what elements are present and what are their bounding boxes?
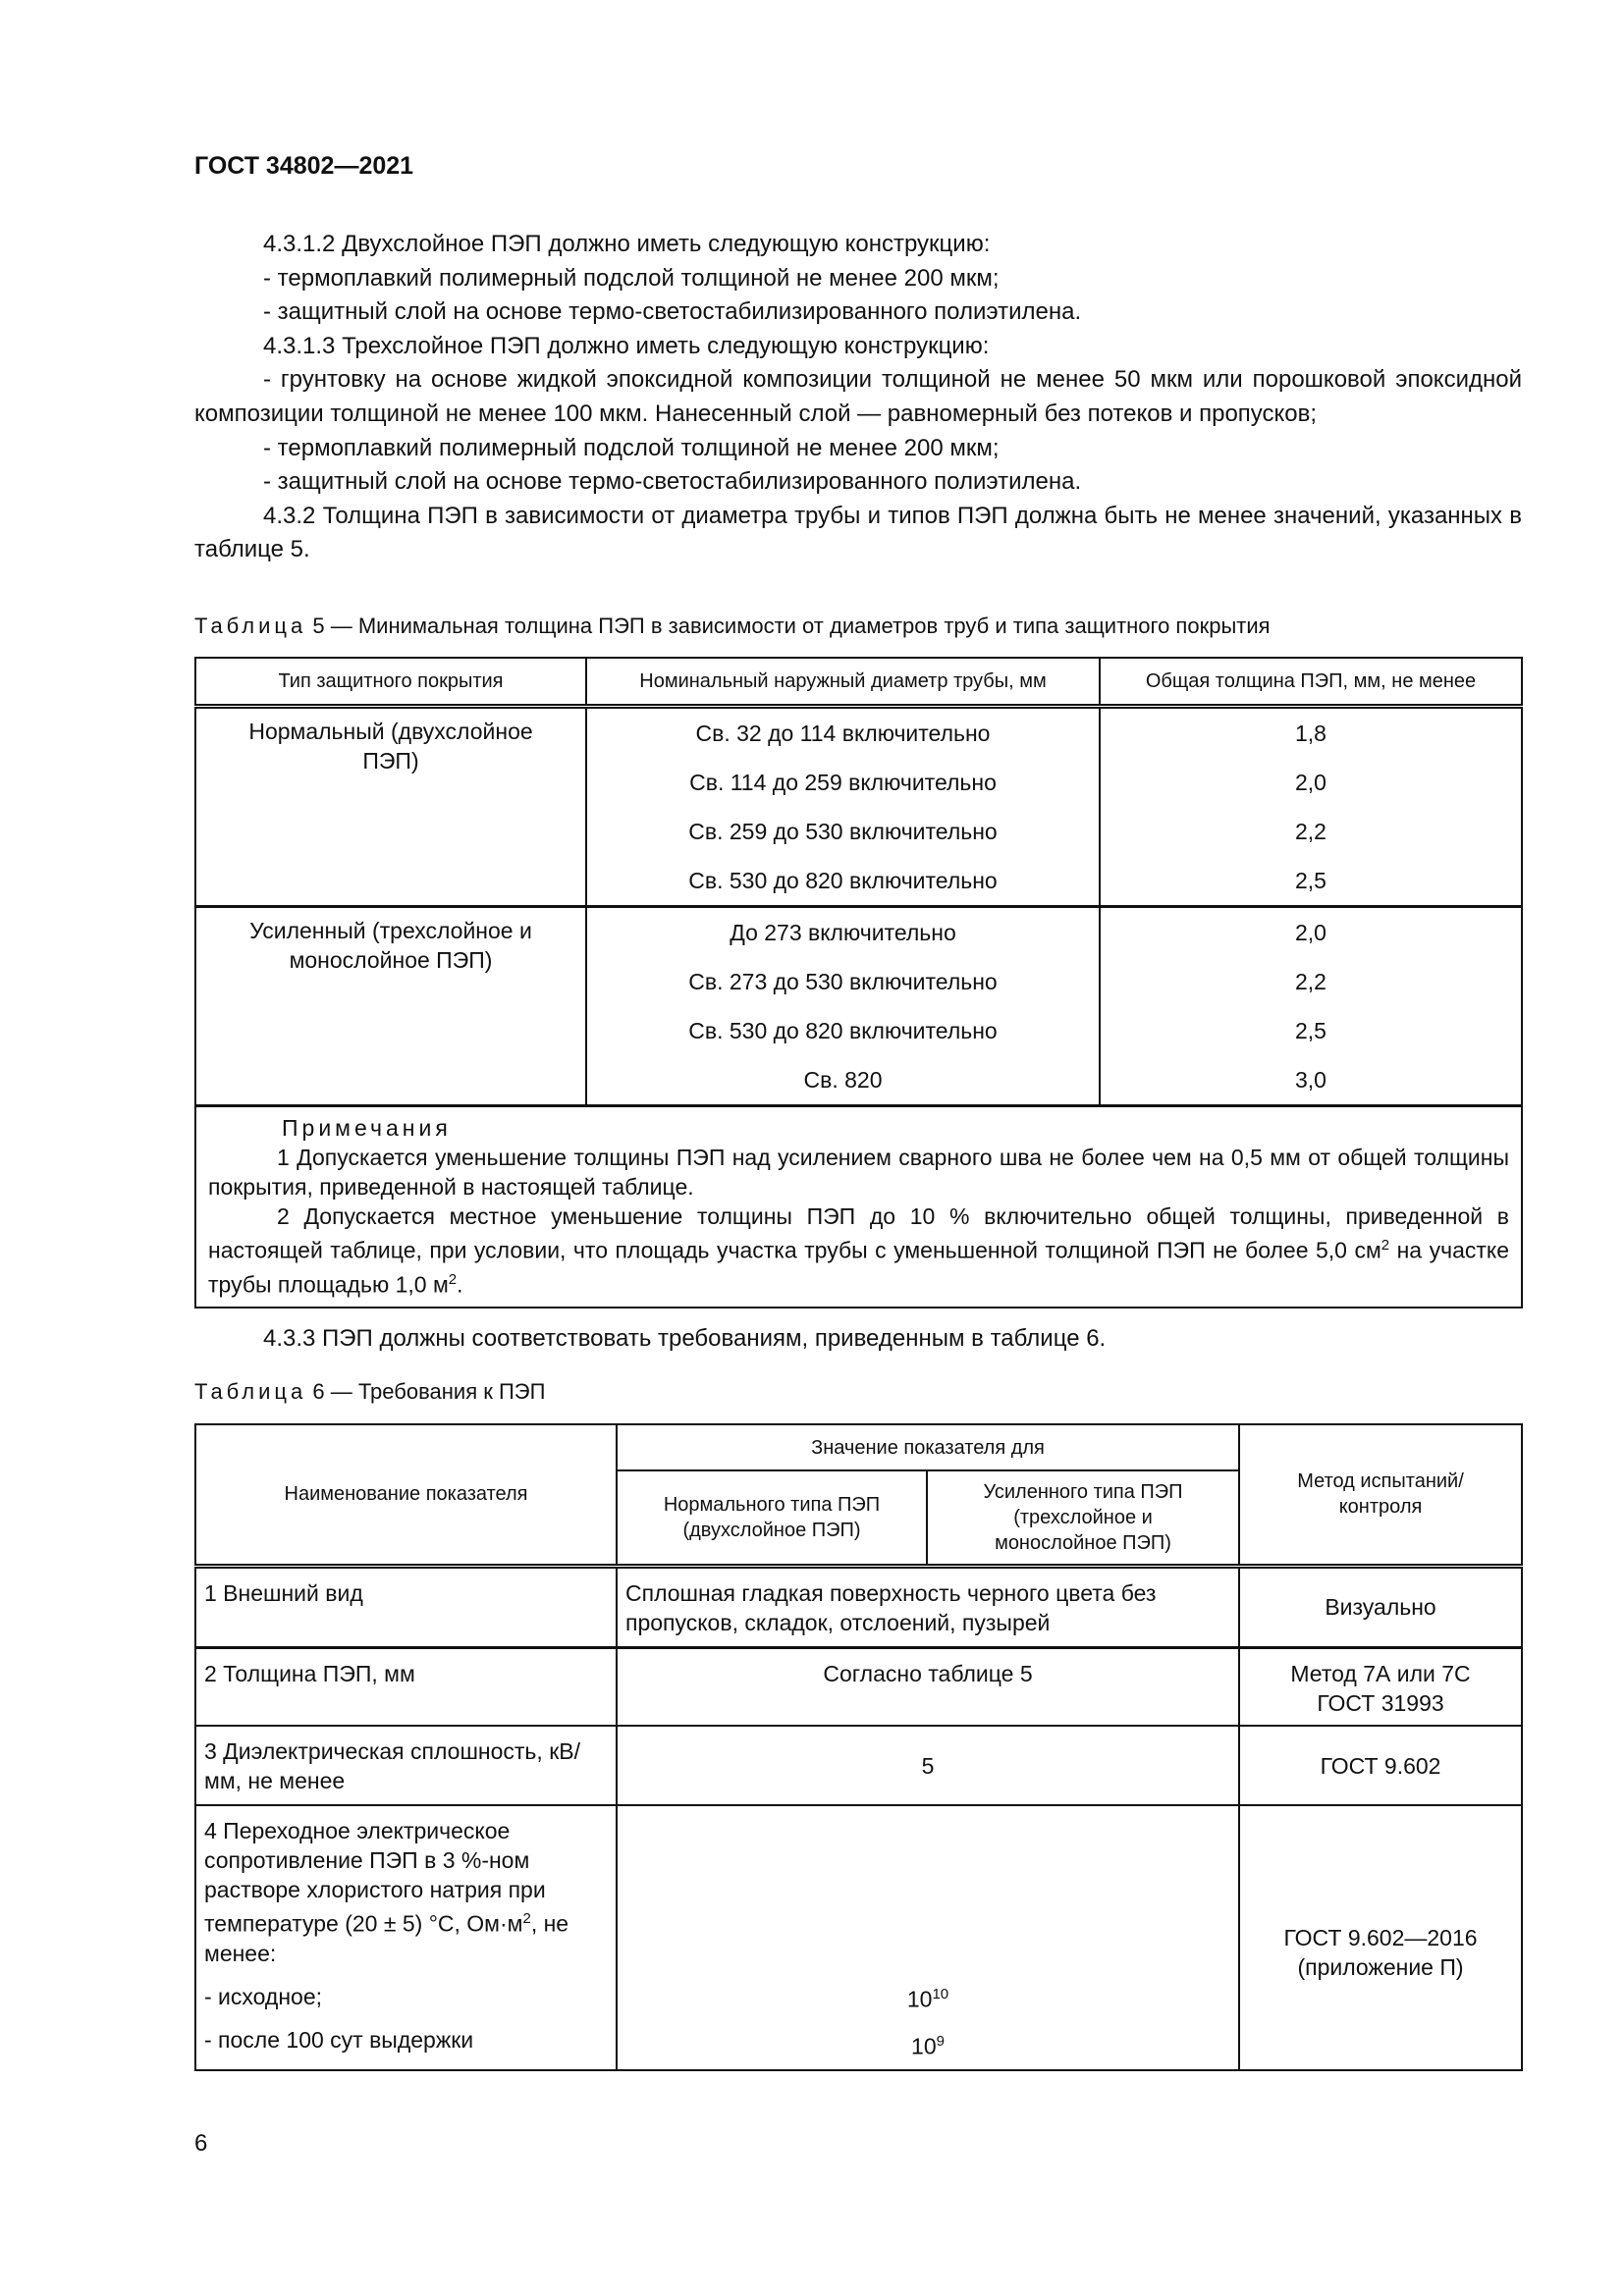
note-2: 2 Допускается местное уменьшение толщины… xyxy=(208,1201,1509,1299)
caption-text: 6 — Требования к ПЭП xyxy=(306,1379,546,1404)
table-5: Тип защитного покрытия Номинальный наруж… xyxy=(194,657,1523,1309)
diameter: Св. 530 до 820 включительно xyxy=(688,868,998,893)
thickness: 2,0 xyxy=(1295,770,1326,795)
sub-indicator: - после 100 сут выдержки xyxy=(204,2026,474,2053)
diameter: До 273 включительно xyxy=(730,920,956,945)
paragraph: - защитный слой на основе термо-светоста… xyxy=(263,298,1082,326)
page-number: 6 xyxy=(194,2130,208,2157)
thickness: 2,0 xyxy=(1295,920,1326,945)
notes-row: Примечания 1 Допускается уменьшение толщ… xyxy=(194,1104,1523,1309)
indicator-value: Согласно таблице 5 xyxy=(615,1646,1241,1727)
superscript: 2 xyxy=(448,1270,458,1288)
table-row: 1 Внешний вид Сплошная гладкая поверхнос… xyxy=(194,1565,1524,1648)
superscript: 2 xyxy=(522,1910,531,1927)
caption-prefix: Таблица xyxy=(194,1379,307,1404)
text: , не менее: xyxy=(204,1910,569,1966)
diameter: Св. 820 xyxy=(803,1067,883,1093)
thickness: 3,0 xyxy=(1295,1067,1326,1093)
indicator-value: Сплошная гладкая поверхность черного цве… xyxy=(615,1565,1241,1648)
diameter: Св. 530 до 820 включительно xyxy=(688,1018,998,1043)
indicator-value: 1010 109 xyxy=(615,1804,1241,2071)
test-method: ГОСТ 9.602—2016 (приложение П) xyxy=(1238,1804,1524,2071)
table-row: 2 Толщина ПЭП, мм Согласно таблице 5 Мет… xyxy=(194,1646,1524,1727)
paragraph: - термоплавкий полимерный подслой толщин… xyxy=(263,434,1000,461)
indicator-name: 2 Толщина ПЭП, мм xyxy=(194,1646,618,1727)
coating-type: Усиленный (трехслойное и монослойное ПЭП… xyxy=(194,906,587,1107)
paragraph: - защитный слой на основе термо-светоста… xyxy=(263,468,1082,496)
indicator-name: 4 Переходное электрическое сопротивление… xyxy=(194,1804,618,2071)
thickness: 2,2 xyxy=(1295,819,1326,844)
value: 10 xyxy=(911,2034,937,2059)
sub-indicator: - исходное; xyxy=(204,1983,323,2009)
table5-caption: Таблица 5 — Минимальная толщина ПЭП в за… xyxy=(194,614,1271,639)
paragraph: - термоплавкий полимерный подслой толщин… xyxy=(263,264,1000,292)
diameter: Св. 273 до 530 включительно xyxy=(688,969,998,994)
diameter: Св. 32 до 114 включительно xyxy=(695,721,991,746)
table-row: Усиленный (трехслойное и монослойное ПЭП… xyxy=(194,906,1523,1107)
note-1: 1 Допускается уменьшение толщины ПЭП над… xyxy=(208,1145,1509,1200)
paragraph-4-3-3: 4.3.3 ПЭП должны соответствовать требова… xyxy=(263,1325,1107,1352)
exponent: 9 xyxy=(936,2033,945,2051)
indicator-name: 3 Диэлектрическая сплошность, кВ/мм, не … xyxy=(194,1725,618,1806)
diameter: Св. 114 до 259 включительно xyxy=(689,770,997,795)
column-header: Наименование показателя xyxy=(194,1423,618,1567)
thickness: 1,8 xyxy=(1295,721,1326,746)
table-row: 4 Переходное электрическое сопротивление… xyxy=(194,1804,1524,2071)
note-text: 2 Допускается местное уменьшение толщины… xyxy=(208,1203,1509,1263)
paragraph: 4.3.2 Толщина ПЭП в зависимости от диаме… xyxy=(194,502,1522,563)
diameter: Св. 259 до 530 включительно xyxy=(688,819,998,844)
column-header: Нормального типа ПЭП (двухслойное ПЭП) xyxy=(616,1469,928,1567)
document-id: ГОСТ 34802—2021 xyxy=(194,152,414,180)
caption-prefix: Таблица xyxy=(194,614,307,638)
table-row: 3 Диэлектрическая сплошность, кВ/мм, не … xyxy=(194,1725,1524,1806)
indicator-name: 1 Внешний вид xyxy=(194,1565,618,1648)
coating-type: Нормальный (двухслойное ПЭП) xyxy=(194,706,587,908)
body-text: 4.3.1.2 Двухслойное ПЭП должно иметь сле… xyxy=(194,228,1522,567)
column-header: Тип защитного покрытия xyxy=(194,657,587,709)
indicator-value: 5 xyxy=(615,1725,1241,1806)
test-method: ГОСТ 9.602 xyxy=(1238,1725,1524,1806)
paragraph: - грунтовку на основе жидкой эпоксидной … xyxy=(194,366,1522,427)
thickness: 2,5 xyxy=(1295,1018,1326,1043)
exponent: 10 xyxy=(932,1985,949,2002)
thickness: 2,5 xyxy=(1295,868,1326,893)
table-6: Наименование показателя Значение показат… xyxy=(194,1423,1524,2071)
column-header: Метод испытаний/ контроля xyxy=(1238,1423,1524,1567)
text: 4 Переходное электрическое сопротивление… xyxy=(204,1818,546,1937)
note-text: на участке трубы площадью 1,0 м xyxy=(208,1237,1510,1298)
column-header: Усиленного типа ПЭП (трехслойное и монос… xyxy=(925,1469,1241,1567)
paragraph: 4.3.1.3 Трехслойное ПЭП должно иметь сле… xyxy=(263,332,990,359)
superscript: 2 xyxy=(1380,1237,1390,1254)
column-header: Номинальный наружный диаметр трубы, мм xyxy=(585,657,1101,709)
column-header: Значение показателя для xyxy=(615,1423,1241,1471)
paragraph: 4.3.1.2 Двухслойное ПЭП должно иметь сле… xyxy=(263,231,991,257)
thickness: 2,2 xyxy=(1295,969,1326,994)
note-text: . xyxy=(457,1271,463,1298)
value: 10 xyxy=(906,1986,933,2012)
notes-title: Примечания xyxy=(282,1115,452,1141)
caption-text: 5 — Минимальная толщина ПЭП в зависимост… xyxy=(306,614,1271,638)
test-method: Метод 7А или 7С ГОСТ 31993 xyxy=(1238,1646,1524,1727)
column-header: Общая толщина ПЭП, мм, не менее xyxy=(1099,657,1523,709)
table-row: Нормальный (двухслойное ПЭП) Св. 32 до 1… xyxy=(194,706,1523,908)
test-method: Визуально xyxy=(1238,1565,1524,1648)
table6-caption: Таблица 6 — Требования к ПЭП xyxy=(194,1379,545,1405)
